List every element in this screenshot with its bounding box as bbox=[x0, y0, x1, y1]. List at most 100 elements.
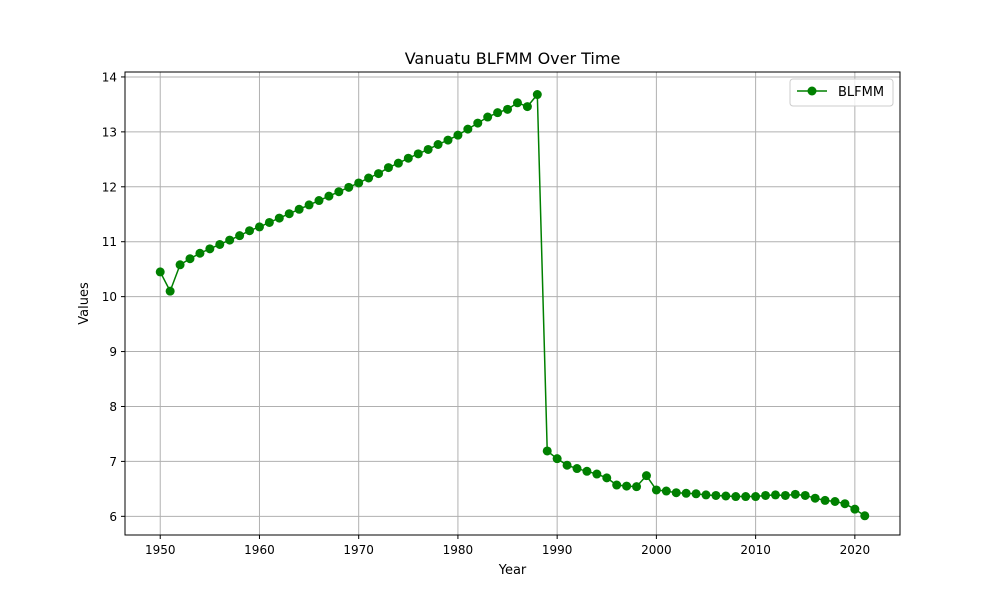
x-tick-label: 2000 bbox=[641, 543, 672, 557]
data-point bbox=[602, 473, 612, 483]
data-point bbox=[770, 490, 780, 500]
data-point bbox=[790, 489, 800, 499]
x-tick-label: 1950 bbox=[145, 543, 176, 557]
data-point bbox=[493, 108, 503, 118]
data-point bbox=[374, 169, 384, 179]
data-point bbox=[612, 480, 622, 490]
data-point bbox=[225, 235, 235, 245]
y-tick-label: 10 bbox=[102, 290, 117, 304]
x-tick-label: 1980 bbox=[443, 543, 474, 557]
data-point bbox=[344, 182, 354, 192]
data-point bbox=[284, 209, 294, 219]
data-point bbox=[314, 196, 324, 206]
data-point bbox=[592, 469, 602, 479]
legend-box bbox=[789, 78, 894, 107]
data-point bbox=[473, 118, 483, 128]
x-tick-label: 1990 bbox=[542, 543, 573, 557]
data-point bbox=[393, 158, 403, 168]
data-point bbox=[483, 112, 493, 122]
data-point bbox=[324, 191, 334, 201]
legend: BLFMM bbox=[789, 78, 894, 107]
x-tick-label: 1970 bbox=[343, 543, 374, 557]
x-tick-label: 2010 bbox=[740, 543, 771, 557]
data-point bbox=[383, 163, 393, 173]
data-point bbox=[165, 286, 175, 296]
y-tick-label: 11 bbox=[102, 235, 117, 249]
data-point bbox=[711, 490, 721, 500]
data-point bbox=[820, 495, 830, 505]
data-point bbox=[235, 231, 245, 241]
y-axis-title: Values bbox=[77, 282, 92, 325]
data-point bbox=[840, 499, 850, 509]
data-point bbox=[622, 481, 632, 491]
data-point bbox=[741, 492, 751, 502]
data-point bbox=[681, 488, 691, 498]
data-point bbox=[701, 490, 711, 500]
y-tick-label: 8 bbox=[109, 400, 117, 414]
x-axis-title: Year bbox=[498, 563, 527, 578]
data-point bbox=[245, 226, 255, 236]
data-point bbox=[691, 489, 701, 499]
data-point bbox=[364, 173, 374, 183]
data-point bbox=[274, 213, 284, 223]
data-point bbox=[572, 464, 582, 474]
data-point bbox=[810, 493, 820, 503]
data-point bbox=[334, 187, 344, 197]
y-tick-label: 6 bbox=[109, 510, 117, 524]
data-point bbox=[761, 490, 771, 500]
data-point bbox=[522, 102, 532, 112]
data-point bbox=[413, 149, 423, 159]
data-point bbox=[175, 260, 185, 270]
data-point bbox=[850, 504, 860, 514]
data-point bbox=[185, 254, 195, 264]
data-point bbox=[195, 248, 205, 258]
data-point bbox=[463, 124, 473, 134]
data-point bbox=[800, 490, 810, 500]
data-point bbox=[433, 139, 443, 149]
data-point bbox=[354, 178, 364, 188]
data-point bbox=[503, 104, 513, 114]
grid bbox=[125, 72, 900, 535]
data-point bbox=[215, 239, 225, 249]
data-point bbox=[661, 486, 671, 496]
data-point bbox=[751, 492, 761, 502]
x-tick-label: 2020 bbox=[840, 543, 871, 557]
legend-label-blfmm: BLFMM bbox=[838, 85, 884, 100]
data-point bbox=[641, 471, 651, 481]
plot-frame bbox=[124, 71, 901, 536]
data-point bbox=[780, 490, 790, 500]
data-point bbox=[671, 488, 681, 498]
series-layer bbox=[155, 90, 870, 521]
data-point bbox=[403, 153, 413, 163]
data-point bbox=[443, 135, 453, 145]
y-tick-label: 9 bbox=[109, 345, 117, 359]
data-point bbox=[542, 446, 552, 456]
data-point bbox=[721, 491, 731, 501]
data-point bbox=[582, 466, 592, 476]
axis-ticks: 1950 1960 1970 1980 1990 2000 2010 2020 6 7 8 9 10 11… bbox=[102, 70, 870, 557]
data-point bbox=[532, 90, 542, 100]
data-point bbox=[562, 460, 572, 470]
data-point bbox=[205, 244, 215, 254]
x-tick-label: 1960 bbox=[244, 543, 275, 557]
data-point bbox=[423, 144, 433, 154]
data-point bbox=[294, 204, 304, 214]
data-point bbox=[830, 496, 840, 506]
data-point bbox=[651, 485, 661, 495]
y-tick-label: 12 bbox=[102, 180, 117, 194]
data-point bbox=[155, 267, 165, 277]
data-point bbox=[453, 130, 463, 140]
data-point bbox=[264, 217, 274, 227]
data-point bbox=[254, 222, 264, 232]
data-point bbox=[860, 511, 870, 521]
y-tick-label: 13 bbox=[102, 125, 117, 139]
data-point bbox=[731, 492, 741, 502]
y-tick-label: 7 bbox=[109, 455, 117, 469]
data-point bbox=[512, 98, 522, 108]
data-point bbox=[632, 482, 642, 492]
chart-title: Vanuatu BLFMM Over Time bbox=[405, 49, 621, 68]
data-point bbox=[552, 454, 562, 464]
legend-marker-swatch bbox=[807, 86, 817, 96]
y-tick-label: 14 bbox=[102, 70, 117, 84]
